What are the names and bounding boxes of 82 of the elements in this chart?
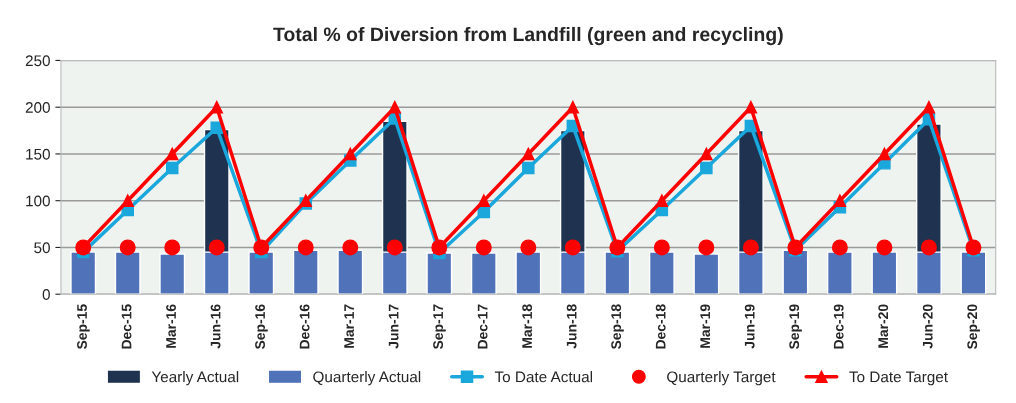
bar (470, 252, 497, 295)
point (564, 239, 581, 256)
x-tick-label: Sep-20 (967, 304, 980, 350)
point (700, 161, 713, 175)
point (210, 121, 223, 135)
point (165, 147, 179, 161)
bar (426, 252, 453, 295)
bar (159, 253, 186, 295)
point (742, 239, 759, 256)
x-tick-label: Dec-19 (833, 304, 844, 349)
legend-label: Quarterly Actual (313, 371, 421, 386)
point (208, 239, 225, 256)
x-tick-label: Jun-18 (566, 304, 577, 349)
legend-label: Yearly Actual (151, 371, 239, 386)
x-tick-label: Jun-17 (388, 304, 399, 349)
y-tick-label: 0 (42, 289, 50, 300)
x-tick-label: Mar-18 (522, 304, 533, 348)
x-tick-label: Sep-16 (255, 304, 268, 350)
point (119, 239, 136, 256)
bar (515, 251, 542, 295)
legend-label: Quarterly Target (667, 371, 776, 386)
x-tick-label: Dec-18 (655, 304, 666, 349)
point (653, 239, 670, 256)
x-tick-label: Mar-20 (878, 304, 889, 348)
point (386, 239, 403, 256)
x-tick-label: Dec-16 (299, 304, 310, 349)
bar (70, 251, 97, 295)
point (878, 147, 891, 161)
y-tick-label: 150 (26, 148, 50, 160)
point (831, 239, 848, 256)
point (876, 239, 893, 256)
bar (248, 251, 275, 295)
bar (604, 251, 631, 295)
x-tick-label: Dec-15 (121, 304, 132, 349)
y-tick-label: 50 (34, 242, 50, 254)
y-tick-label: 100 (26, 195, 50, 207)
x-tick-label: Mar-17 (344, 304, 355, 348)
point (477, 194, 491, 207)
bar (782, 249, 809, 295)
x-tick-label: Mar-16 (166, 304, 176, 348)
x-tick-label: Mar-19 (700, 304, 711, 348)
point (297, 239, 314, 256)
x-tick-label: Sep-15 (77, 304, 90, 350)
x-tick-label: Dec-17 (477, 304, 488, 349)
y-tick-label: 250 (25, 55, 50, 67)
x-tick-label: Jun-19 (744, 304, 755, 349)
point (920, 239, 937, 256)
point (700, 147, 713, 161)
bar (693, 253, 720, 295)
bar (648, 251, 675, 295)
y-tick-label: 200 (25, 102, 50, 113)
x-tick-label: Sep-19 (789, 304, 802, 350)
point (922, 100, 936, 114)
x-tick-label: Jun-16 (210, 304, 221, 349)
point (522, 147, 535, 161)
chart-title: Total % of Diversion from Landfill (green and recycling) (273, 26, 783, 46)
point (210, 100, 223, 114)
x-tick-label: Sep-18 (611, 304, 624, 350)
x-tick-label: Sep-17 (433, 304, 446, 350)
point (522, 161, 535, 175)
bar (292, 249, 319, 295)
point (744, 100, 758, 114)
point (698, 239, 715, 256)
point (344, 147, 357, 161)
point (388, 100, 402, 114)
bar (114, 251, 141, 295)
point (342, 239, 359, 256)
bar (337, 249, 364, 295)
point (833, 194, 847, 207)
point (121, 194, 134, 207)
point (655, 194, 669, 207)
legend-label: To Date Target (849, 371, 948, 386)
point (165, 161, 179, 175)
legend-label: To Date Actual (494, 371, 593, 383)
bar (871, 251, 898, 295)
bar (960, 251, 987, 295)
point (475, 239, 492, 256)
bar (826, 251, 853, 295)
point (520, 239, 537, 256)
point (566, 100, 580, 114)
x-tick-label: Jun-20 (922, 304, 933, 349)
point (164, 239, 181, 256)
